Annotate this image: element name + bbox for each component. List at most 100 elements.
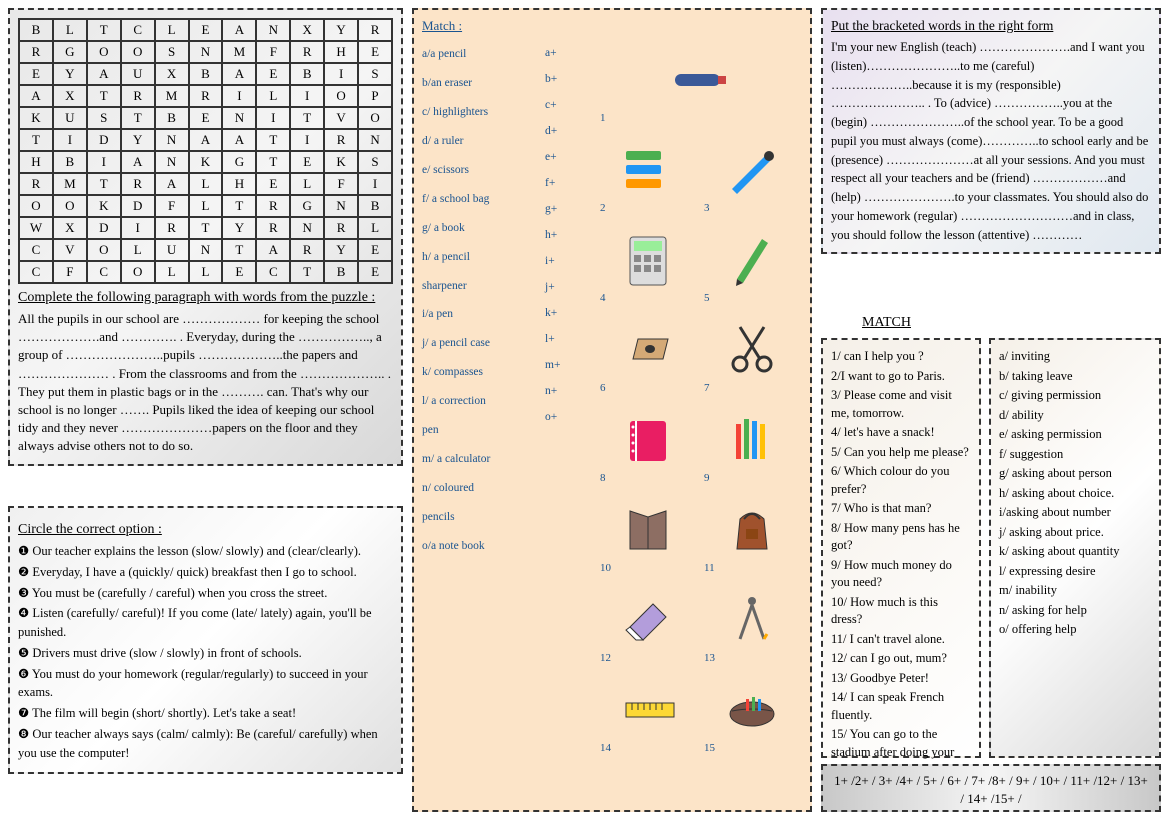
match2-right-item: n/ asking for help [999,602,1151,620]
puzzle-cell: W [19,217,53,239]
match2-right-item: c/ giving permission [999,387,1151,405]
puzzle-cell: L [189,195,223,217]
match-answer: j+ [545,274,590,300]
match2-right-item: j/ asking about price. [999,524,1151,542]
puzzle-cell: B [19,19,53,41]
puzzle-cell: D [121,195,155,217]
puzzle-cell: L [189,261,223,283]
match-item: e/ scissors [422,156,537,185]
match-image-notebook: 8 [598,400,698,486]
match2-right-item: a/ inviting [999,348,1151,366]
puzzle-cell: L [155,261,189,283]
puzzle-cell: B [189,63,223,85]
puzzle-cell: A [222,63,256,85]
puzzle-cell: R [290,41,324,63]
puzzle-cell: R [290,239,324,261]
puzzle-cell: Y [121,129,155,151]
puzzle-cell: R [324,129,358,151]
match-image-pencil: 5 [702,220,802,306]
match2-right-item: d/ ability [999,407,1151,425]
puzzle-cell: R [19,173,53,195]
bracket-title: Put the bracketed words in the right for… [831,18,1151,34]
match-answer: l+ [545,326,590,352]
match-title: Match : [422,18,802,34]
match-answer: f+ [545,170,590,196]
puzzle-cell: N [222,107,256,129]
puzzle-cell: E [358,41,392,63]
puzzle-cell: N [358,129,392,151]
puzzle-cell: R [155,217,189,239]
puzzle-cell: T [290,261,324,283]
match-image-correction-pen: 1 [598,40,802,126]
puzzle-cell: T [189,217,223,239]
match-image-scissors: 7 [702,310,802,396]
puzzle-cell: N [290,217,324,239]
puzzle-cell: R [256,217,290,239]
match-item: pen [422,416,537,445]
puzzle-cell: K [324,151,358,173]
puzzle-cell: A [155,173,189,195]
circle-item: ❸ You must be (carefully / careful) when… [18,584,393,603]
bracket-section: Put the bracketed words in the right for… [821,8,1161,254]
puzzle-cell: N [155,129,189,151]
puzzle-cell: N [256,19,290,41]
match2-left-item: 4/ let's have a snack! [831,424,971,442]
match-item: b/an eraser [422,69,537,98]
match-answer: a+ [545,40,590,66]
match-image-sharpener: 6 [598,310,698,396]
match-item: a/a pencil [422,40,537,69]
bracket-text: I'm your new English (teach) ………………….and… [831,38,1151,244]
puzzle-cell: I [290,85,324,107]
puzzle-cell: O [87,41,121,63]
match-images-col: 123456789101112131415 [598,40,802,756]
puzzle-cell: M [53,173,87,195]
puzzle-cell: V [53,239,87,261]
paragraph-text: All the pupils in our school are ……………… … [18,310,393,456]
match2-left-item: 14/ I can speak French fluently. [831,689,971,724]
puzzle-cell: X [155,63,189,85]
puzzle-cell: I [87,151,121,173]
match2-left-item: 1/ can I help you ? [831,348,971,366]
puzzle-cell: T [222,195,256,217]
puzzle-cell: R [189,85,223,107]
puzzle-cell: E [189,19,223,41]
puzzle-cell: S [155,41,189,63]
puzzle-cell: L [290,173,324,195]
puzzle-cell: D [87,217,121,239]
puzzle-cell: T [87,173,121,195]
match-answer: e+ [545,144,590,170]
puzzle-cell: I [53,129,87,151]
puzzle-cell: I [358,173,392,195]
match-item: j/ a pencil case [422,329,537,358]
puzzle-cell: T [256,151,290,173]
match-answer: i+ [545,248,590,274]
puzzle-cell: G [53,41,87,63]
match2-left-item: 10/ How much is this dress? [831,594,971,629]
match-item: sharpener [422,272,537,301]
puzzle-cell: M [155,85,189,107]
match-image-pencilcase: 15 [702,670,802,756]
puzzle-cell: O [121,261,155,283]
circle-item: ❽ Our teacher always says (calm/ calmly)… [18,725,393,763]
puzzle-cell: E [290,151,324,173]
puzzle-cell: T [222,239,256,261]
circle-item: ❷ Everyday, I have a (quickly/ quick) br… [18,563,393,582]
match-image-ruler: 14 [598,670,698,756]
puzzle-cell: O [358,107,392,129]
match-item: i/a pen [422,300,537,329]
match2-left-item: 6/ Which colour do you prefer? [831,463,971,498]
puzzle-cell: T [87,19,121,41]
match-item: g/ a book [422,214,537,243]
puzzle-cell: F [256,41,290,63]
circle-item: ❹ Listen (carefully/ careful)! If you co… [18,604,393,642]
puzzle-section: BLTCLEANXYRRGOOSNMFRHEEYAUXBAEBISAXTRMRI… [8,8,403,466]
puzzle-cell: Y [324,239,358,261]
match-answer: k+ [545,300,590,326]
puzzle-cell: O [87,239,121,261]
circle-title: Circle the correct option : [18,522,393,538]
puzzle-cell: U [53,107,87,129]
puzzle-cell: A [87,63,121,85]
puzzle-cell: C [87,261,121,283]
puzzle-cell: I [290,129,324,151]
puzzle-cell: R [256,195,290,217]
